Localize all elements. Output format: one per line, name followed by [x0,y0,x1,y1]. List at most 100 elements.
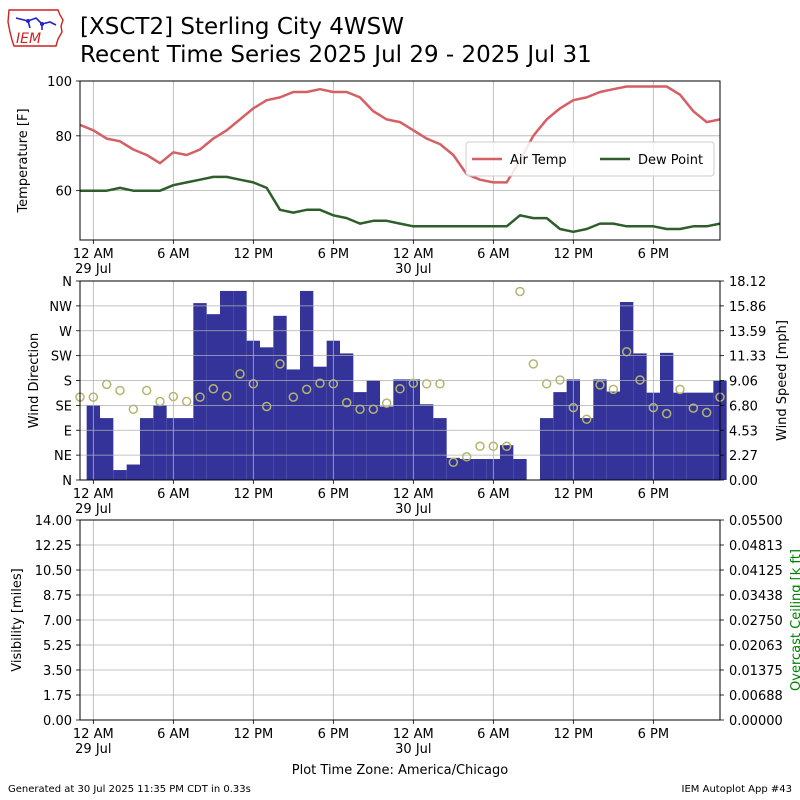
wind-bar [460,458,474,480]
x-date-label: 29 Jul [75,502,111,517]
gust-marker [608,384,619,395]
gust-marker [515,286,525,297]
x-tick-label: 6 PM [638,487,669,502]
speed-tick-label: 6.80 [729,399,758,414]
x-tick-label: 6 AM [157,247,190,262]
wind-bar [353,392,367,480]
x-tick-label: 12 AM [73,727,114,742]
y-axis-label: Wind Direction [27,333,42,429]
generated-note: Generated at 30 Jul 2025 11:35 PM CDT in… [8,784,251,795]
gust-marker [155,396,165,407]
app-label: IEM Autoplot App #43 [681,784,792,795]
speed-tick-label: 4.53 [729,424,758,439]
x-tick-label: 12 PM [553,247,593,262]
x-tick-label: 12 PM [233,487,273,502]
speed-tick-label: 18.12 [729,275,766,290]
y-tick-label: 80 [55,130,72,145]
wind-bar [473,458,487,480]
plot-frame [79,280,721,481]
gust-marker [501,441,512,452]
y-tick-label: 100 [47,75,72,90]
direction-tick-label: N [62,474,72,489]
gust-marker [448,457,459,468]
iowa-outline-shape [7,9,64,47]
wind-bar [606,391,620,480]
x-tick-label: 6 AM [477,727,510,742]
gust-marker [541,379,552,389]
x-tick-label: 6 AM [157,487,190,502]
wind-bar [153,405,167,480]
x-tick-label: 12 AM [73,487,114,502]
speed-tick-label: 2.27 [729,449,758,464]
gust-marker [635,375,645,385]
wind-bar [100,418,114,480]
x-date-label: 30 Jul [395,502,431,517]
gust-marker [381,398,392,408]
wind-bar [660,352,674,480]
ceiling-tick-label: 0.03438 [729,589,783,604]
gust-marker [661,408,672,419]
gust-marker [221,391,232,401]
direction-tick-label: SW [51,350,72,365]
x-tick-label: 12 PM [233,247,273,262]
gust-marker [581,414,592,424]
gust-marker [261,401,272,412]
visibility-tick-label: 0.00 [43,714,72,729]
gust-marker [208,384,219,394]
wind-bar [180,418,194,480]
direction-tick-label: E [64,424,72,439]
speed-tick-label: 0.00 [729,474,758,489]
wind-bar [313,366,327,480]
wind-bar [446,457,460,480]
x-date-label: 30 Jul [395,742,431,757]
legend: Air Temp Dew Point [465,141,715,177]
wind-bar [340,353,354,480]
wind-bar [593,379,607,480]
wind-bar [286,369,300,480]
wind-bar [686,392,700,480]
gust-marker [475,441,485,452]
x-tick-label: 6 AM [477,247,510,262]
direction-tick-label: W [59,325,72,340]
wind-bar [233,290,247,480]
wind-bar [380,406,394,480]
gust-marker [395,384,405,394]
y2-axis-label: Wind Speed [mph] [775,320,790,441]
y-axis-label: Visibility [miles] [10,568,25,671]
wind-bar [500,445,514,480]
speed-tick-label: 15.86 [729,300,766,315]
legend-label: Air Temp [510,153,567,168]
wind-bar [113,470,127,480]
gust-marker [101,379,112,390]
visibility-tick-label: 5.25 [43,639,72,654]
y2-axis-label: Overcast Ceiling [k ft] [789,549,800,691]
visibility-tick-label: 7.00 [43,614,72,629]
wind-bar [540,418,554,480]
wind-bar [673,392,687,480]
wind-bar [620,302,634,480]
wind-bar [420,404,434,480]
iem-logo: IEM [6,6,66,52]
wind-bar [513,458,527,480]
gust-marker [341,397,352,408]
y-axis-label: Temperature [F] [16,108,31,213]
gust-marker [115,385,125,396]
gust-marker [288,392,299,402]
wind-bar [126,464,140,480]
x-tick-label: 12 AM [393,727,434,742]
gust-marker [435,379,445,389]
gust-marker [421,379,432,389]
x-tick-label: 6 PM [318,247,349,262]
logo-text: IEM [16,31,41,47]
x-tick-label: 12 AM [393,247,434,262]
gust-marker [555,375,565,385]
visibility-tick-label: 8.75 [43,589,72,604]
ceiling-tick-label: 0.05500 [729,514,783,529]
speed-tick-label: 9.06 [729,375,758,390]
gust-marker [128,404,139,414]
timezone-label: Plot Time Zone: America/Chicago [291,763,509,778]
x-tick-label: 6 PM [638,247,669,262]
direction-tick-label: NW [49,300,72,315]
x-tick-label: 6 PM [318,487,349,502]
direction-tick-label: NE [54,449,72,464]
